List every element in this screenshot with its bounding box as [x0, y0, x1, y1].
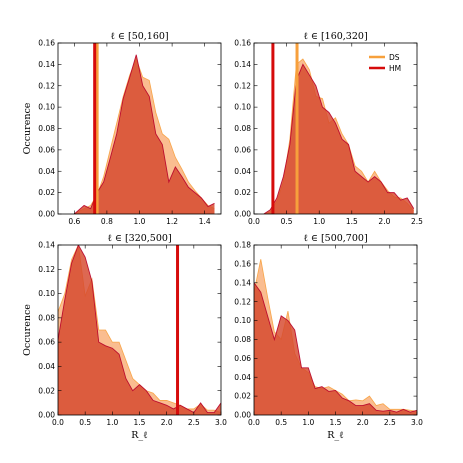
x-tick-label: 1.2 [166, 217, 178, 226]
x-tick-label: 2.0 [357, 418, 369, 427]
y-tick-label: 0.04 [234, 373, 251, 382]
y-tick-label: 0.04 [38, 167, 55, 176]
y-tick-label: 0.10 [38, 289, 55, 298]
y-tick-label: 0.14 [38, 241, 55, 250]
panel-title: ℓ ∈ [500,700] [303, 233, 367, 244]
y-tick-label: 0.10 [234, 103, 251, 112]
x-tick-label: 0.5 [275, 418, 287, 427]
y-tick-label: 0.12 [234, 297, 251, 306]
panel-title: ℓ ∈ [160,320] [303, 31, 367, 42]
x-tick-label: 1.0 [134, 217, 146, 226]
series-line-ds [74, 57, 215, 214]
x-tick-label: 2.0 [161, 418, 173, 427]
y-tick-label: 0.02 [234, 392, 251, 401]
area-hm [263, 64, 414, 214]
y-tick-label: 0.00 [38, 210, 55, 219]
y-tick-label: 0.06 [234, 145, 251, 154]
series-line-hm [254, 282, 417, 413]
x-tick-label: 0.0 [248, 418, 260, 427]
x-tick-label: 3.0 [215, 418, 227, 427]
x-tick-label: 2.0 [378, 217, 390, 226]
x-tick-label: 1.0 [313, 217, 325, 226]
y-tick-label: 0.16 [234, 259, 251, 268]
x-axis-label: R_ℓ [131, 430, 147, 441]
legend-label-ds: DS [389, 53, 400, 62]
x-tick-label: 1.5 [134, 418, 146, 427]
y-tick-label: 0.00 [234, 210, 251, 219]
x-tick-label: 1.5 [346, 217, 358, 226]
y-tick-label: 0.10 [38, 103, 55, 112]
y-tick-label: 0.12 [234, 81, 251, 90]
panel-title: ℓ ∈ [50,160] [110, 31, 168, 42]
y-tick-label: 0.00 [38, 411, 55, 420]
y-tick-label: 0.00 [234, 411, 251, 420]
y-tick-label: 0.10 [234, 316, 251, 325]
area-hm [74, 54, 215, 214]
x-tick-label: 1.0 [302, 418, 314, 427]
x-tick-label: 3.0 [411, 418, 423, 427]
y-tick-label: 0.02 [38, 386, 55, 395]
y-tick-label: 0.14 [38, 60, 55, 69]
series-line-hm [74, 54, 215, 214]
y-tick-label: 0.06 [234, 354, 251, 363]
legend: DS HM [369, 53, 401, 73]
plot-area [254, 259, 417, 415]
area-hm [58, 245, 221, 415]
y-tick-label: 0.12 [38, 81, 55, 90]
y-tick-label: 0.08 [38, 124, 55, 133]
x-tick-label: 1.5 [330, 418, 342, 427]
x-tick-label: 2.5 [188, 418, 200, 427]
y-tick-label: 0.18 [234, 241, 251, 250]
plot-area [74, 43, 215, 214]
x-tick-label: 0.0 [52, 418, 64, 427]
y-tick-label: 0.08 [234, 335, 251, 344]
panel-3: 0.0 0.5 1.0 1.5 2.0 2.5 3.0 0.00 0.02 0.04 0.06 0.0… [22, 233, 227, 441]
series-line-ds [263, 58, 415, 214]
panel-title: ℓ ∈ [320,500] [107, 233, 171, 244]
plot-area [263, 43, 415, 214]
x-tick-label: 1.0 [106, 418, 118, 427]
x-tick-label: 0.6 [68, 217, 80, 226]
y-tick-label: 0.02 [38, 188, 55, 197]
panel-2: 0.0 0.5 1.0 1.5 2.0 2.5 0.00 0.02 0.04 0.06 0.08 0.… [234, 31, 423, 226]
y-axis-label: Occurence [22, 102, 33, 154]
panel-4: 0.0 0.5 1.0 1.5 2.0 2.5 3.0 0.00 0.02 0.04 0.06 0.0… [234, 233, 423, 441]
legend-label-hm: HM [389, 64, 401, 73]
y-tick-label: 0.08 [234, 124, 251, 133]
y-tick-label: 0.14 [234, 60, 251, 69]
y-tick-label: 0.06 [38, 338, 55, 347]
plot-area [58, 245, 221, 415]
y-tick-label: 0.16 [234, 39, 251, 48]
x-tick-label: 2.5 [384, 418, 396, 427]
y-tick-label: 0.04 [234, 167, 251, 176]
y-tick-label: 0.14 [234, 278, 251, 287]
y-tick-label: 0.04 [38, 362, 55, 371]
area-hm [254, 282, 417, 415]
y-tick-label: 0.06 [38, 145, 55, 154]
x-axis-label: R_ℓ [327, 430, 343, 441]
y-axis-label: Occurence [22, 304, 33, 356]
x-tick-label: 0.8 [101, 217, 113, 226]
y-tick-label: 0.12 [38, 265, 55, 274]
x-tick-label: 0.0 [248, 217, 260, 226]
y-tick-label: 0.16 [38, 39, 55, 48]
x-tick-label: 2.5 [411, 217, 423, 226]
x-tick-label: 1.4 [199, 217, 211, 226]
x-tick-label: 0.5 [79, 418, 91, 427]
y-tick-label: 0.08 [38, 313, 55, 322]
series-line-hm [263, 63, 415, 214]
panel-1: 0.6 0.8 1.0 1.2 1.4 0.00 0.02 0.04 0.06 0.08 0.10 0… [22, 31, 222, 226]
x-tick-label: 0.5 [281, 217, 293, 226]
y-tick-label: 0.02 [234, 188, 251, 197]
